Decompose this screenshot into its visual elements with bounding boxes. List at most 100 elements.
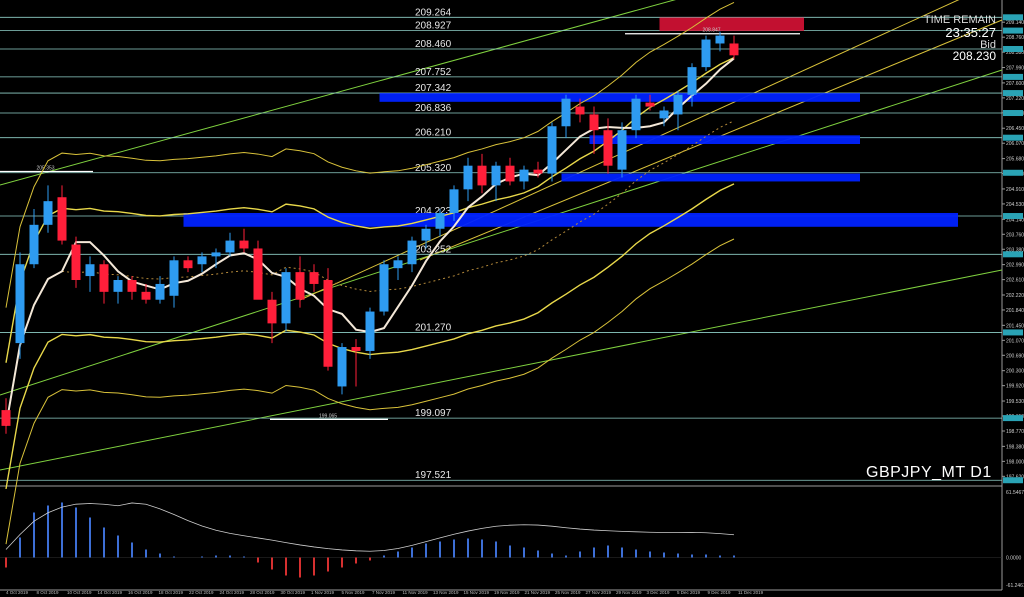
price-tick-label: 201.840: [1006, 308, 1024, 314]
price-tick-label: 208.760: [1006, 35, 1024, 41]
date-label: 3 Dec 2019: [647, 590, 671, 595]
level-price-tag: [1003, 90, 1023, 97]
time-remain-value: 23:35:27: [945, 25, 996, 40]
price-tick-label: 198.380: [1006, 444, 1024, 450]
candle-body: [575, 106, 585, 115]
candle-body: [547, 126, 557, 174]
level-line-label: 206.210: [415, 128, 452, 139]
supply-demand-zone: [561, 173, 860, 182]
price-tick-label: 199.920: [1006, 384, 1024, 390]
price-tick-label: 202.610: [1006, 278, 1024, 284]
candle-body: [141, 291, 151, 300]
marked-price-label: 205.353: [37, 165, 55, 171]
candle-body: [421, 228, 431, 241]
candle-body: [519, 169, 529, 182]
candle-body: [673, 94, 683, 115]
candle-body: [155, 283, 165, 300]
price-tick-label: 204.910: [1006, 187, 1024, 193]
supply-demand-zone: [589, 135, 860, 145]
price-tick-label: 205.680: [1006, 157, 1024, 163]
marked-price-label: 199.065: [319, 413, 337, 419]
candle-body: [407, 240, 417, 265]
candle-body: [197, 256, 207, 265]
indicator-axis-label: -61.2461: [1006, 583, 1024, 589]
price-tick-label: 200.300: [1006, 369, 1024, 375]
level-price-tag: [1003, 45, 1023, 52]
candle-body: [1, 410, 11, 426]
candle-body: [337, 347, 347, 387]
candle-body: [603, 130, 613, 166]
price-tick-label: 203.760: [1006, 232, 1024, 238]
candle-body: [43, 201, 53, 225]
candle-body: [589, 114, 599, 131]
price-tick-label: 199.530: [1006, 399, 1024, 405]
level-price-tag: [1003, 73, 1023, 80]
candle-body: [561, 98, 571, 127]
candle-body: [239, 240, 249, 249]
date-label: 1 Nov 2019: [311, 590, 335, 595]
date-label: 14 Oct 2019: [98, 590, 123, 595]
level-price-tag: [1003, 110, 1023, 117]
candle-body: [687, 67, 697, 95]
level-line-label: 199.097: [415, 408, 452, 419]
candle-body: [211, 252, 221, 257]
date-label: 25 Nov 2019: [555, 590, 581, 595]
candle-body: [267, 299, 277, 324]
indicator-axis-label: 0.0000: [1006, 556, 1022, 562]
price-tick-label: 201.450: [1006, 323, 1024, 329]
level-line-label: 208.927: [415, 21, 452, 32]
candle-body: [169, 260, 179, 296]
candle-body: [351, 347, 361, 351]
bollinger-upper: [5, 57, 735, 363]
candle-body: [491, 165, 501, 186]
date-label: 5 Nov 2019: [342, 590, 366, 595]
candle-body: [295, 272, 305, 300]
candle-body: [617, 130, 627, 170]
date-label: 30 Oct 2019: [281, 590, 306, 595]
date-label: 10 Oct 2019: [67, 590, 92, 595]
bid-label: Bid: [980, 39, 996, 51]
candle-body: [183, 260, 193, 269]
level-price-tag: [1003, 329, 1023, 336]
level-price-tag: [1003, 415, 1023, 422]
level-price-tag: [1003, 134, 1023, 141]
date-label: 15 Nov 2019: [464, 590, 490, 595]
candle-body: [715, 35, 725, 44]
candle-body: [57, 197, 67, 241]
supply-demand-zone: [659, 17, 804, 31]
candle-body: [645, 102, 655, 107]
supply-demand-zone: [183, 212, 958, 227]
date-label: 27 Nov 2019: [586, 590, 612, 595]
price-tick-label: 201.070: [1006, 338, 1024, 344]
date-label: 9 Dec 2019: [708, 590, 732, 595]
level-line-label: 209.264: [415, 7, 452, 18]
date-label: 22 Oct 2019: [189, 590, 214, 595]
price-tick-label: 198.770: [1006, 429, 1024, 435]
date-label: 11 Nov 2019: [403, 590, 429, 595]
price-tick-label: 202.220: [1006, 293, 1024, 299]
symbol-label: GBPJPY_MT D1: [866, 464, 992, 481]
price-tick-label: 198.000: [1006, 459, 1024, 465]
level-price-tag: [1003, 477, 1023, 484]
level-line-label: 204.223: [415, 206, 452, 217]
candle-body: [435, 212, 445, 229]
candle-body: [463, 165, 473, 190]
candle-body: [281, 272, 291, 324]
candle-body: [505, 165, 515, 182]
indicator-axis-label: 61.5467: [1006, 490, 1024, 496]
time-remain-label: TIME REMAIN: [923, 14, 996, 26]
candle-body: [631, 98, 641, 131]
date-label: 5 Dec 2019: [677, 590, 701, 595]
supply-demand-zone: [379, 93, 860, 102]
candle-body: [29, 224, 39, 265]
candle-body: [71, 244, 81, 281]
date-label: 18 Oct 2019: [159, 590, 184, 595]
price-tick-label: 209.140: [1006, 20, 1024, 26]
level-line-label: 205.320: [415, 163, 452, 174]
date-label: 16 Oct 2019: [128, 590, 153, 595]
level-line-label: 207.752: [415, 67, 452, 78]
candle-body: [701, 39, 711, 68]
price-tick-label: 207.220: [1006, 96, 1024, 102]
candle-body: [15, 264, 25, 344]
